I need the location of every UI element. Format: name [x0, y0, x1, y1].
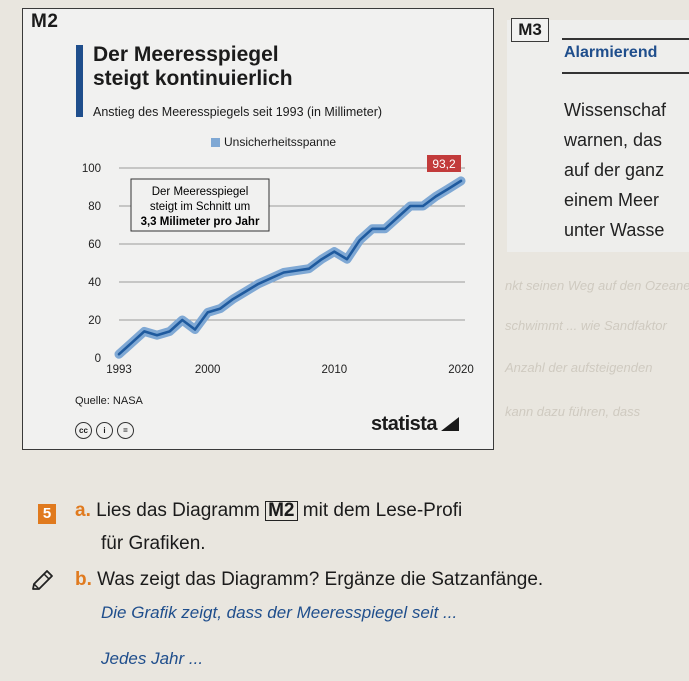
- data-point: [320, 258, 323, 260]
- data-point: [460, 180, 462, 182]
- data-point: [181, 319, 184, 321]
- data-point: [194, 328, 196, 331]
- y-axis-labels: 0 20 40 60 80 100: [82, 163, 101, 365]
- data-point: [244, 290, 247, 293]
- x-tick-label: 2020: [448, 364, 474, 376]
- m2-reference[interactable]: M2: [265, 501, 298, 521]
- data-point: [371, 228, 374, 230]
- statista-logo: statista: [371, 413, 460, 436]
- m3-line: einem Meer: [564, 190, 660, 210]
- data-point: [232, 298, 234, 300]
- end-label: 93,2: [427, 155, 461, 172]
- data-point: [143, 330, 146, 333]
- data-point: [295, 269, 298, 272]
- noderivs-icon: =: [117, 422, 134, 439]
- m3-tag: M3: [511, 18, 549, 42]
- task-a-text-2: mit dem Lese-Profi: [302, 500, 463, 521]
- end-label-text: 93,2: [432, 157, 456, 171]
- callout-line3: 3,3 Milimeter pro Jahr: [141, 216, 260, 228]
- data-point: [333, 250, 336, 253]
- m2-tag: M2: [31, 11, 59, 32]
- chart-title-line1: Der Meeresspiegel: [93, 43, 279, 66]
- data-point: [219, 307, 222, 310]
- task-b-marker: b.: [75, 569, 92, 590]
- x-tick-label: 2010: [322, 364, 348, 376]
- chart-title: Der Meeresspiegel steigt kontinuierlich: [93, 43, 423, 91]
- legend-swatch: [211, 138, 220, 147]
- pencil-icon: [32, 570, 53, 590]
- data-point: [206, 311, 209, 314]
- task-a: a. Lies das Diagramm M2 mit dem Lese-Pro…: [75, 500, 462, 522]
- data-point: [409, 205, 412, 207]
- m3-line: warnen, das: [564, 130, 663, 150]
- source-note: Quelle: NASA: [75, 395, 143, 407]
- y-tick-label: 0: [95, 353, 101, 365]
- data-point: [270, 277, 272, 280]
- m3-line: unter Wasse: [564, 220, 665, 240]
- sentence-stem-1: Die Grafik zeigt, dass der Meeresspiegel…: [101, 603, 458, 622]
- data-point: [130, 342, 133, 344]
- data-point: [434, 195, 437, 198]
- statista-logo-icon: [441, 417, 460, 431]
- callout-line1: Der Meeresspiegel: [152, 186, 249, 198]
- m3-bottom-rule: [562, 72, 689, 74]
- license-icons: cc i =: [75, 421, 138, 439]
- title-accent-bar: [76, 45, 83, 117]
- chart-legend: Unsicherheitsspanne: [211, 135, 336, 149]
- legend-label: Unsicherheitsspanne: [224, 135, 337, 149]
- y-tick-label: 60: [88, 239, 101, 251]
- m3-panel: Alarmierend Wissenschaf warnen, das auf …: [507, 20, 689, 252]
- data-point: [156, 334, 158, 337]
- data-point: [346, 258, 348, 260]
- data-point: [308, 267, 310, 270]
- m2-panel: M2 Der Meeresspiegel steigt kontinuierli…: [22, 8, 494, 450]
- y-tick-label: 100: [82, 163, 101, 175]
- cc-icon: cc: [75, 422, 92, 439]
- data-point: [257, 283, 260, 285]
- y-tick-label: 80: [88, 201, 101, 213]
- m3-line: Wissenschaf: [564, 100, 667, 120]
- m3-top-rule: [562, 38, 689, 40]
- chart-subtitle: Anstieg des Meeresspiegels seit 1993 (in…: [93, 105, 383, 119]
- x-tick-label: 2000: [195, 364, 221, 376]
- chart-series: [114, 176, 466, 359]
- data-point: [422, 205, 424, 207]
- callout-line2: steigt im Schnitt um: [150, 201, 250, 213]
- data-point: [384, 228, 386, 230]
- sentence-stem-2: Jedes Jahr ...: [101, 649, 204, 668]
- data-point: [282, 271, 285, 274]
- task-b-text: Was zeigt das Diagramm? Ergänze die Satz…: [97, 569, 544, 590]
- x-axis-labels: 1993 2000 2010 2020: [106, 364, 474, 376]
- sea-level-chart: 0 20 40 60 80 100 1993 2000 2010 2020 Der Meeres…: [82, 155, 474, 376]
- callout-box: Der Meeresspiegel steigt im Schnitt um 3…: [130, 178, 270, 232]
- x-tick-label: 1993: [106, 364, 132, 376]
- data-point: [396, 216, 399, 219]
- attribution-icon: i: [96, 422, 113, 439]
- data-point: [447, 188, 450, 190]
- task-a-marker: a.: [75, 500, 91, 521]
- data-point: [118, 353, 120, 356]
- chart-title-line2: steigt kontinuierlich: [93, 67, 293, 90]
- task-a-text-3: für Grafiken.: [101, 533, 206, 554]
- task-b: b. Was zeigt das Diagramm? Ergänze die S…: [75, 569, 543, 591]
- sea-level-line: [117, 179, 463, 356]
- m3-heading: Alarmierend: [564, 44, 658, 61]
- task-number: 5: [38, 504, 56, 524]
- m3-line: auf der ganz: [564, 160, 665, 180]
- data-point: [168, 330, 171, 333]
- task-a-text-1: Lies das Diagramm: [96, 500, 260, 521]
- y-tick-label: 40: [88, 277, 101, 289]
- y-tick-label: 20: [88, 315, 101, 327]
- data-point: [358, 239, 361, 241]
